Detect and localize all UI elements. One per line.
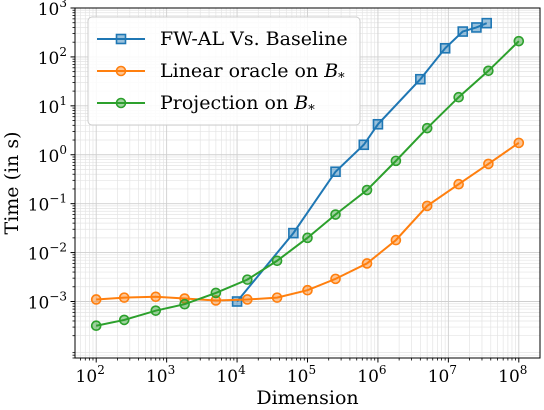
y-tick-label: 10−3 [28,290,67,314]
data-point-marker [390,155,402,167]
data-point-marker [415,73,426,85]
x-axis-label: Dimension [256,387,358,409]
data-point-marker [453,91,464,103]
data-point-marker [421,122,433,134]
data-point-marker [513,137,525,149]
data-point-marker [115,65,127,77]
data-point-marker [390,234,402,246]
data-point-marker [210,287,222,299]
x-tick-label: 103 [146,363,175,387]
x-tick-label: 107 [428,363,457,387]
data-point-marker [115,97,127,109]
data-point-marker [361,184,373,196]
data-point-marker [150,305,162,316]
data-point-marker [483,158,494,170]
series-0 [231,17,492,307]
series-1 [90,137,525,306]
x-tick-label: 108 [498,363,527,387]
x-tick-label: 105 [287,363,316,387]
x-tick-label: 104 [216,363,246,387]
data-point-marker [242,274,253,285]
data-point-marker [421,200,433,212]
data-point-marker [361,258,373,269]
series-layer [90,17,525,332]
data-point-marker [358,139,370,151]
data-point-marker [483,65,494,77]
data-point-marker [439,43,451,54]
axis-ticks [70,7,520,363]
y-tick-label: 101 [38,94,67,118]
legend-label: Linear oracle on B* [160,60,345,86]
data-point-marker [513,35,525,47]
data-point-marker [288,227,299,239]
data-point-marker [242,294,253,305]
data-point-marker [90,294,102,305]
data-point-marker [330,166,341,178]
data-point-marker [179,298,190,310]
legend: FW-AL Vs. Baseline Linear oracle on B* Pro… [87,16,361,126]
x-tick-label: 106 [357,363,386,387]
y-tick-label: 103 [38,0,67,20]
data-point-marker [471,22,482,33]
major-grid [75,7,540,358]
data-point-marker [115,33,127,45]
data-point-marker [271,255,283,267]
legend-label: Projection on B* [160,92,315,118]
tick-labels: 102 103 104 105 106 107 108 10−3 10−2 10−1 100 101 1… [28,0,528,387]
data-point-marker [210,295,222,306]
data-point-marker [372,118,384,130]
data-point-marker [118,314,130,326]
legend-box [87,16,361,126]
y-tick-label: 100 [38,143,67,167]
y-tick-label: 102 [38,45,67,69]
data-point-marker [231,296,243,307]
legend-label: FW-AL Vs. Baseline [160,28,348,50]
data-point-marker [302,284,313,296]
data-point-marker [118,292,130,303]
data-point-marker [271,292,283,303]
data-point-marker [330,209,341,220]
data-point-marker [330,273,341,285]
y-axis-label: Time (in s) [1,132,23,235]
x-tick-label: 102 [76,363,105,387]
data-point-marker [457,26,469,37]
y-tick-label: 10−1 [28,192,67,216]
y-tick-label: 10−2 [28,241,67,265]
series-line [236,22,488,303]
series-line [96,142,520,302]
series-line [95,40,520,327]
data-point-marker [90,320,102,332]
data-point-marker [150,291,162,303]
data-point-marker [302,232,313,244]
data-point-marker [481,17,492,29]
series-2 [90,35,525,332]
data-point-marker [453,178,464,190]
